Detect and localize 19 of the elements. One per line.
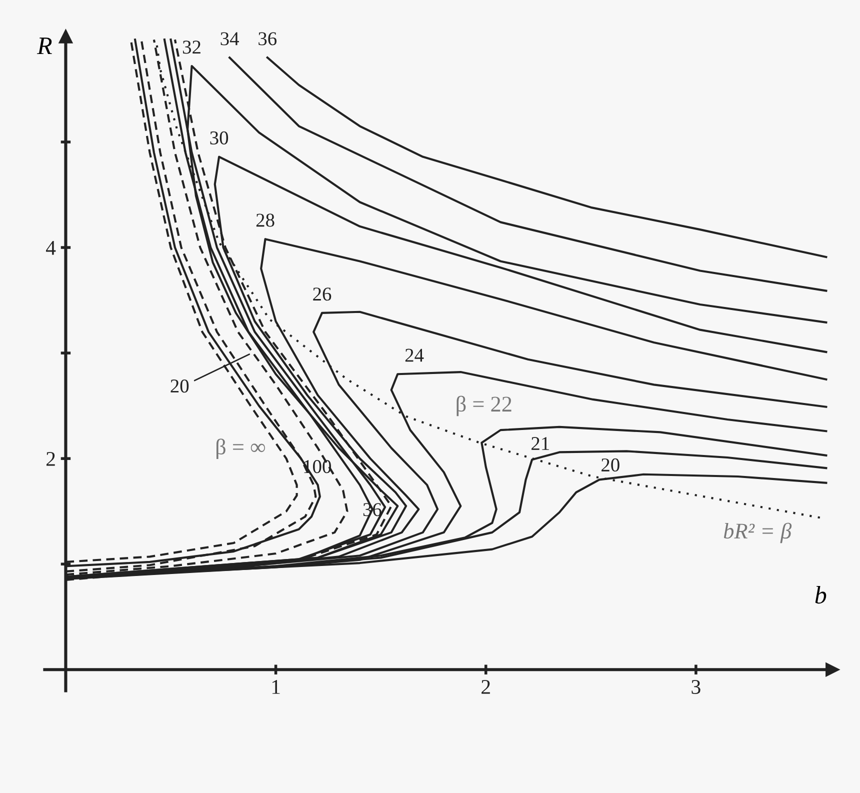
x-tick-label: 3 [692,680,700,694]
annotation: 26 [313,288,332,301]
x-axis-title: b [815,586,826,604]
y-axis-title: R [36,38,52,54]
annotation: 24 [405,348,424,362]
annotation: 21 [532,437,549,450]
annotation: β = ∞ [216,438,266,460]
annotation: 20 [170,380,189,393]
annotation: 34 [220,32,239,46]
y-tick-label: 4 [46,241,56,255]
annotation: bR² = β [724,522,792,544]
annotation: β = 22 [456,396,512,416]
x-tick-label: 2 [482,680,490,694]
annotation: 30 [210,131,228,144]
x-tick-label: 1 [272,680,280,694]
annotation: 28 [256,214,274,227]
annotation: 36 [258,32,277,46]
annotation: 20 [602,458,620,472]
annotation: 32 [182,40,200,54]
